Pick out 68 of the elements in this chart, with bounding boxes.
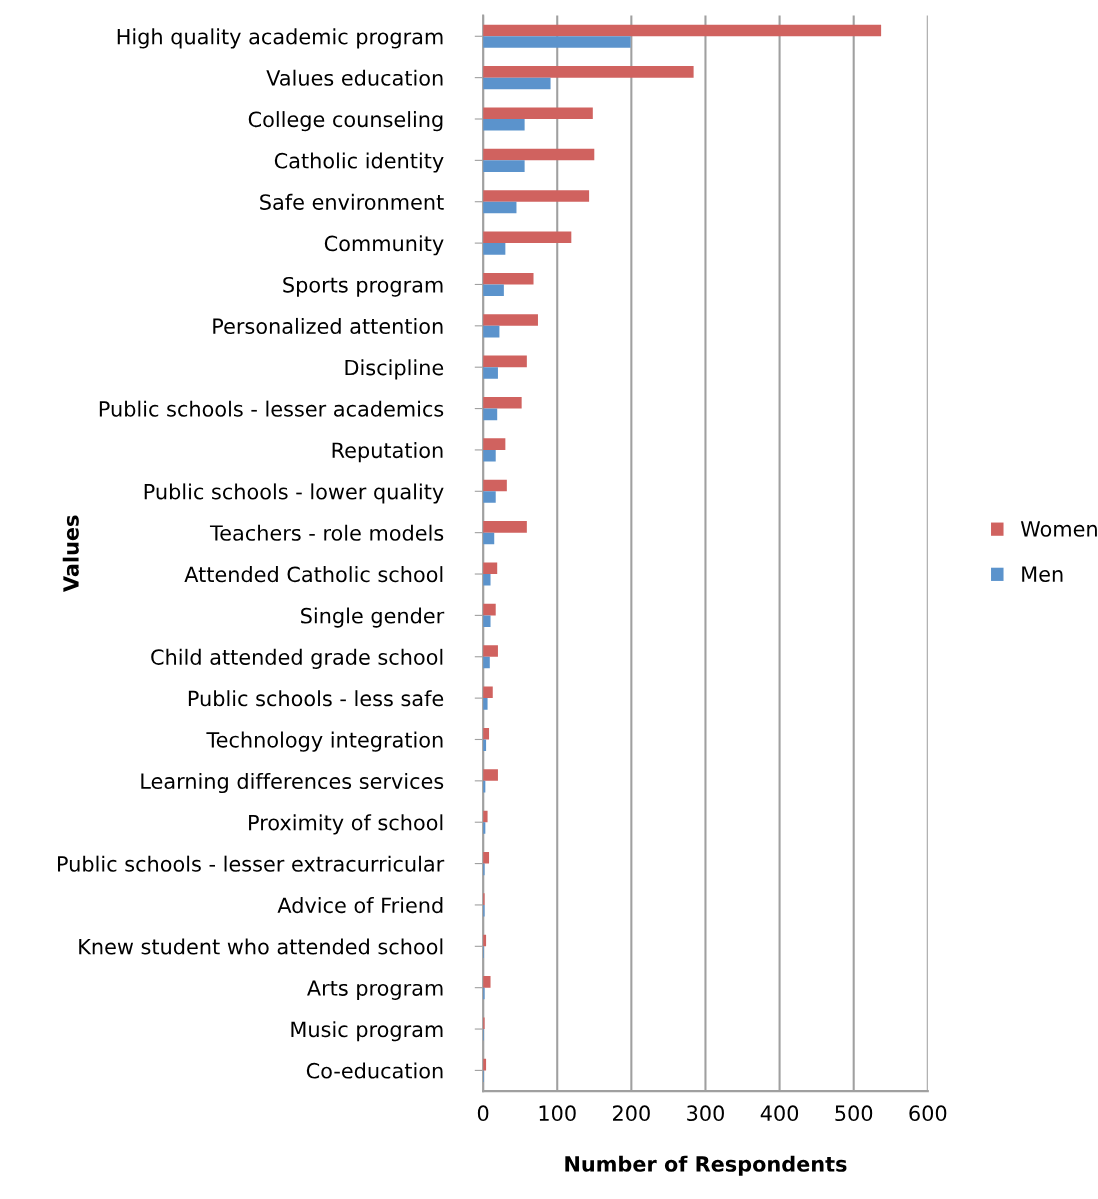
y-tick-label: Attended Catholic school [184, 566, 443, 583]
y-axis-title: Values [62, 515, 79, 593]
legend-label: Women [1020, 521, 1097, 537]
bar [483, 698, 488, 710]
bar [483, 521, 527, 533]
bar [483, 148, 595, 161]
y-tick-label: Reputation [332, 442, 443, 463]
y-tick-label: Learning differences services [141, 772, 444, 794]
y-tick-label: Advice of Friend [277, 897, 443, 914]
bar [483, 77, 551, 90]
y-tick-label: Catholic identity [274, 152, 444, 173]
y-tick-label: Arts program [307, 980, 443, 1000]
y-tick-label: Technology integration [206, 731, 443, 752]
y-tick-label: Sports program [283, 276, 443, 297]
bar [483, 66, 694, 78]
y-tick-label: Child attended grade school [151, 648, 443, 669]
y-tick-label: Personalized attention [213, 317, 443, 335]
y-tick-label: Proximity of school [249, 814, 443, 835]
bar [483, 491, 496, 503]
y-tick-label: Teachers - role models [209, 524, 444, 541]
bar [483, 396, 522, 409]
bar [483, 645, 498, 657]
y-tick-label: Knew student who attended school [79, 938, 443, 955]
bar [483, 479, 507, 492]
bar [483, 119, 525, 131]
bar [483, 615, 491, 627]
bar [483, 190, 590, 202]
y-tick-label: Public schools - lesser academics [99, 400, 444, 417]
bar [483, 438, 506, 450]
y-tick-label: Co-education [306, 1062, 443, 1079]
y-tick-label: Discipline [345, 359, 444, 380]
y-tick-label: High quality academic program [117, 28, 443, 49]
y-tick-label: College counseling [248, 111, 443, 132]
y-tick-label: Public schools - lower quality [144, 483, 444, 504]
bar [483, 603, 496, 616]
bar [483, 449, 496, 462]
y-tick-label: Single gender [301, 607, 445, 628]
bar [483, 769, 498, 781]
x-tick-label: 300 [687, 1105, 724, 1122]
x-tick-label: 100 [539, 1105, 576, 1122]
y-tick-label: Music program [291, 1021, 443, 1042]
bar [483, 355, 527, 368]
bar [483, 976, 491, 988]
y-tick-label: Public schools - less safe [188, 690, 444, 707]
bar [483, 562, 498, 575]
bar [483, 24, 882, 37]
bar [483, 314, 538, 326]
bar [483, 272, 534, 285]
x-tick-label: 0 [477, 1105, 489, 1122]
x-tick-label: 200 [612, 1105, 650, 1122]
bar [483, 107, 593, 119]
y-tick-label: Values education [266, 69, 443, 86]
x-axis-title: Number of Respondents [565, 1155, 847, 1176]
legend-label: Men [1022, 566, 1063, 582]
bar [483, 231, 572, 244]
y-tick-label: Public schools - lesser extracurricular [58, 855, 445, 872]
bar [483, 284, 504, 297]
bar [483, 201, 517, 214]
bar [483, 367, 498, 379]
bar [483, 160, 525, 172]
x-tick-label: 500 [835, 1105, 873, 1122]
y-tick-label: Safe environment [260, 193, 444, 210]
x-tick-label: 400 [760, 1105, 799, 1122]
bar [483, 243, 506, 255]
x-tick-label: 600 [909, 1105, 947, 1122]
y-tick-label: Community [324, 235, 444, 256]
bar [483, 574, 491, 586]
bar [483, 36, 631, 48]
